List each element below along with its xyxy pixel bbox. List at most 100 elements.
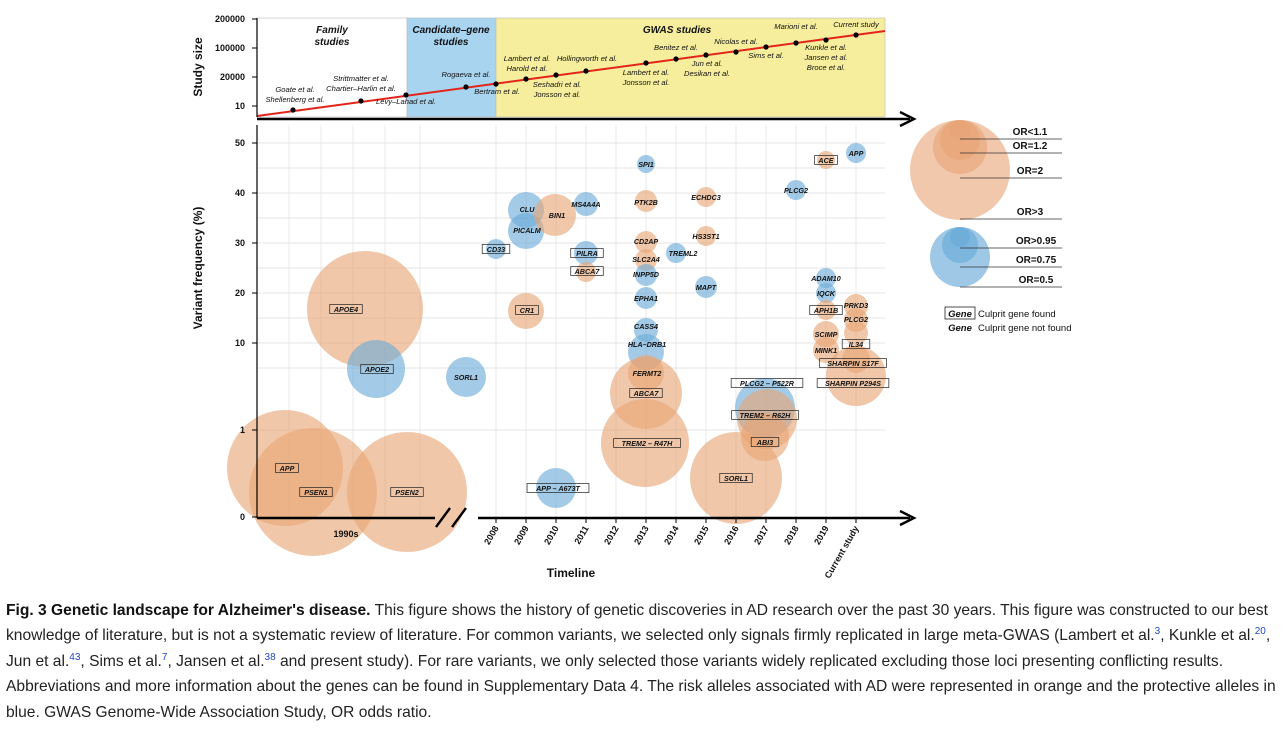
top-tick-label: 10 [235, 101, 245, 111]
variant-label: ADAM10 [810, 274, 841, 283]
study-label: Sims et al. [748, 51, 783, 60]
study-label: Kunkle et al. [805, 43, 847, 52]
legend-risk-label: OR=1.2 [1013, 141, 1048, 152]
variant-label: HS3ST1 [692, 232, 719, 241]
variant-bubble [786, 180, 806, 200]
culprit-gene-box [841, 339, 871, 349]
caption-text-2: , Kunkle et al. [1160, 627, 1255, 645]
caption-ref-4[interactable]: 7 [161, 651, 168, 663]
variant-bubble [574, 192, 598, 216]
variant-label: IL34 [849, 340, 863, 349]
legend-protective-circle [950, 227, 970, 247]
variant-bubble [846, 143, 866, 163]
study-label: Lambert et al. [504, 54, 550, 63]
variant-bubble [635, 264, 657, 286]
era-label: studies [314, 37, 349, 48]
study-label: Hollingworth et al. [557, 54, 617, 63]
x-tick-label: 2012 [602, 524, 621, 546]
x-tick-label: 2017 [752, 524, 771, 546]
caption-ref-2[interactable]: 20 [1254, 626, 1266, 638]
variant-label: APP [279, 464, 295, 473]
variant-label: IQCK [817, 289, 836, 298]
culprit-gene-box [390, 487, 424, 497]
era-label: studies [433, 37, 468, 48]
caption-ref-3[interactable]: 43 [69, 651, 81, 663]
study-point [493, 81, 499, 87]
variant-label: PICALM [513, 226, 542, 235]
variant-label: CD33 [487, 245, 505, 254]
culprit-gene-box [481, 244, 511, 254]
variant-label: ABCA7 [633, 389, 660, 398]
study-label: Jonsson et al. [622, 78, 670, 87]
variant-label: PTK2B [634, 198, 658, 207]
culprit-gene-box [275, 463, 299, 473]
variant-bubble [741, 413, 789, 461]
culprit-gene-box [515, 305, 539, 315]
variant-label: CLU [520, 205, 536, 214]
study-point [403, 92, 409, 98]
variant-label: ACE [817, 156, 833, 165]
legend-unboxed-text: Culprit gene not found [978, 323, 1071, 334]
culprit-gene-box [629, 388, 663, 398]
x-tick-label: 2008 [482, 524, 501, 546]
variant-label: SHARPIN S17F [827, 359, 879, 368]
main-tick-label: 1 [240, 425, 245, 435]
x-tick-label: 1990s [333, 529, 358, 539]
study-label: Seshadri et al. [533, 80, 582, 89]
legend-boxed-text: Culprit gene found [978, 309, 1056, 320]
variant-label: MINK1 [815, 346, 837, 355]
variant-bubble [666, 243, 686, 263]
variant-label: CR1 [520, 306, 534, 315]
variant-label: APH1B [813, 306, 838, 315]
era-label: GWAS studies [643, 25, 712, 36]
main-tick-label: 0 [240, 512, 245, 522]
variant-label: PSEN1 [304, 488, 328, 497]
legend-protective-label: OR=0.5 [1019, 275, 1054, 286]
variant-label: APOE4 [333, 305, 358, 314]
variant-label: PLCG2 [784, 186, 808, 195]
main-tick-label: 40 [235, 188, 245, 198]
variant-bubble [486, 239, 506, 259]
variant-bubble [696, 226, 716, 246]
variant-bubble [695, 276, 717, 298]
variant-label: BIN1 [549, 211, 565, 220]
caption-ref-1[interactable]: 3 [1154, 626, 1161, 638]
study-point [733, 49, 739, 55]
variant-bubble [637, 155, 655, 173]
x-tick-label: 2009 [512, 524, 531, 546]
legend-risk-label: OR<1.1 [1013, 127, 1048, 138]
arrow-head [899, 509, 917, 527]
x-tick-label: 2019 [812, 524, 831, 546]
variant-label: ABCA7 [574, 267, 601, 276]
legend-risk-label: OR=2 [1017, 166, 1044, 177]
variant-label: FERMT2 [633, 369, 662, 378]
variant-label: MS4A4A [571, 200, 600, 209]
variant-label: PLCG2 [844, 315, 868, 324]
arrow-head [899, 110, 917, 128]
culprit-gene-box [731, 410, 799, 420]
legend-box [944, 306, 976, 320]
variant-bubble [816, 268, 836, 288]
variant-bubble [635, 231, 657, 253]
legend-protective-label: OR>0.95 [1016, 236, 1057, 247]
study-label: Chartier–Harlin et al. [326, 84, 396, 93]
top-y-axis-title: Study size [191, 37, 205, 97]
caption-ref-5[interactable]: 38 [264, 651, 276, 663]
variant-bubble [816, 300, 836, 320]
culprit-gene-box [526, 483, 590, 493]
culprit-gene-box [299, 487, 333, 497]
study-point [673, 56, 679, 62]
variant-label: INPP5D [633, 270, 659, 279]
x-tick-label: 2016 [722, 524, 741, 546]
caption-text-5: , Jansen et al. [167, 652, 265, 670]
study-point [523, 76, 529, 82]
variant-bubble [446, 357, 486, 397]
culprit-gene-box [329, 304, 363, 314]
variant-bubble [574, 241, 598, 265]
study-label: Lambert et al. [623, 68, 669, 77]
culprit-gene-box [816, 378, 890, 388]
variant-label: SPI1 [638, 160, 654, 169]
era-label: Family [316, 25, 348, 36]
study-label: Shellenberg et al. [265, 95, 324, 104]
